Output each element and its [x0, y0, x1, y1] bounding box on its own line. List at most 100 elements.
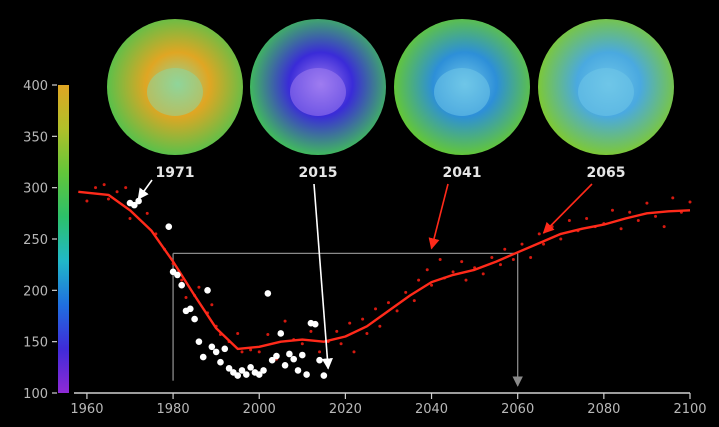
x-tick-label: 1980	[157, 402, 190, 417]
observed-point	[286, 350, 293, 358]
model-scatter-point	[404, 290, 408, 294]
y-tick-label: 200	[23, 284, 48, 299]
y-tick-label: 350	[23, 130, 48, 145]
model-scatter-point	[498, 263, 502, 267]
observed-point	[299, 351, 306, 359]
model-scatter-point	[430, 283, 434, 287]
model-scatter-point	[628, 210, 632, 214]
x-tick-label: 2000	[243, 402, 276, 417]
model-scatter-point	[106, 197, 110, 201]
model-scatter-point	[395, 309, 399, 313]
data-marks	[78, 183, 692, 379]
axes: 1960 1980 2000 2020 2040 2060 2080 2100 100 150 20…	[23, 79, 706, 417]
year-label-2041: 2041	[443, 165, 482, 181]
model-scatter-point	[460, 260, 464, 264]
annotation-arrow-2015	[313, 183, 333, 370]
model-scatter-point	[180, 278, 184, 282]
observed-point	[281, 361, 289, 369]
model-scatter-point	[662, 225, 666, 229]
observed-point	[290, 355, 297, 363]
model-scatter-point	[567, 219, 571, 223]
model-scatter-point	[266, 332, 270, 336]
observed-point	[208, 343, 216, 351]
y-tick-label: 300	[23, 182, 48, 197]
model-scatter-point	[339, 342, 343, 346]
x-tick-label: 2060	[501, 402, 534, 417]
model-scatter-point	[283, 319, 287, 323]
model-scatter-point	[464, 278, 468, 282]
observed-point	[268, 356, 276, 364]
observed-point	[212, 348, 220, 356]
observed-point	[204, 287, 211, 294]
model-scatter-point	[688, 200, 692, 204]
model-scatter-point	[128, 216, 132, 220]
observed-point	[178, 281, 185, 289]
model-scatter-point	[184, 296, 188, 300]
antarctica-shape	[290, 68, 346, 116]
model-scatter-point	[412, 299, 416, 303]
y-tick-label: 150	[23, 336, 48, 351]
observed-point	[260, 367, 267, 374]
year-label-2065: 2065	[587, 165, 626, 181]
year-label-2015: 2015	[299, 165, 338, 181]
model-scatter-point	[511, 258, 515, 262]
observed-point	[191, 315, 198, 323]
x-tick-label: 2040	[415, 402, 448, 417]
model-scatter-point	[417, 278, 421, 282]
model-scatter-point	[348, 321, 352, 325]
model-scatter-point	[378, 324, 382, 328]
model-scatter-point	[365, 331, 369, 335]
model-scatter-point	[481, 272, 485, 276]
antarctica-shape	[578, 68, 634, 116]
model-scatter-point	[645, 201, 649, 205]
reference-lines	[172, 252, 523, 387]
model-scatter-point	[585, 216, 589, 220]
model-scatter-point	[318, 350, 322, 354]
observed-point	[238, 367, 246, 374]
model-scatter-point	[257, 350, 261, 354]
model-scatter-point	[542, 242, 546, 246]
model-scatter-point	[619, 227, 623, 231]
model-trend-line	[78, 190, 691, 351]
model-scatter-point	[559, 237, 563, 241]
x-tick-label: 1960	[70, 402, 103, 417]
model-scatter-point	[85, 199, 89, 203]
model-scatter-point	[102, 183, 106, 187]
model-scatter-point	[425, 268, 429, 272]
observed-point	[255, 371, 263, 378]
colorbar	[58, 85, 69, 393]
observed-point	[243, 371, 250, 378]
model-scatter-point	[654, 214, 658, 218]
annotation-arrow-2041	[428, 183, 449, 250]
antarctica-shape	[147, 68, 203, 116]
model-scatter-point	[300, 342, 304, 346]
model-scatter-point	[503, 247, 507, 251]
annotation-arrow-1971	[137, 179, 153, 200]
year-label-1971: 1971	[156, 165, 195, 181]
model-scatter-point	[236, 331, 240, 335]
model-scatter-point	[210, 303, 214, 307]
observed-point	[187, 305, 194, 313]
model-scatter-point	[352, 350, 356, 354]
model-scatter-point	[610, 208, 614, 212]
x-tick-label: 2080	[587, 402, 620, 417]
observed-point	[225, 365, 233, 372]
antarctica-shape	[434, 68, 490, 116]
model-scatter-point	[636, 219, 640, 223]
model-scatter-point	[124, 186, 128, 190]
model-scatter-point	[115, 190, 119, 194]
x-tick-label: 2100	[673, 402, 706, 417]
model-scatter-point	[451, 270, 455, 274]
model-scatter-point	[335, 329, 339, 333]
observed-point	[165, 223, 173, 230]
annotation-arrow-2065	[542, 183, 593, 234]
observed-point	[277, 330, 285, 337]
observed-point	[131, 201, 138, 209]
model-scatter-point	[249, 348, 253, 352]
observed-point	[311, 320, 319, 328]
observed-point	[316, 356, 323, 364]
observed-point	[247, 364, 254, 371]
model-scatter-point	[197, 285, 201, 289]
model-scatter-point	[240, 350, 244, 354]
